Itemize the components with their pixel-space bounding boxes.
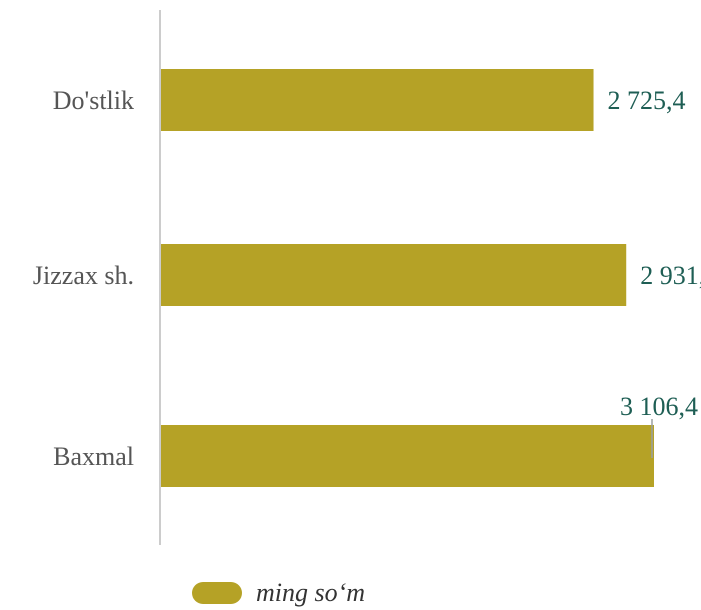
bar (161, 425, 654, 487)
category-label: Baxmal (53, 442, 134, 471)
legend-label: ming so‘m (256, 578, 366, 607)
data-label: 2 931,4 (640, 261, 701, 290)
category-label: Jizzax sh. (33, 261, 134, 290)
data-label: 2 725,4 (608, 86, 686, 115)
plot-area: Do'stlik 2 725,4 Jizzax sh. 2 931,4 Baxmal 3 … (33, 10, 701, 545)
bar (161, 69, 594, 131)
bar-chart: Do'stlik 2 725,4 Jizzax sh. 2 931,4 Baxmal 3 … (33, 10, 701, 545)
data-label: 3 106,4 (620, 392, 698, 421)
bar (161, 244, 627, 306)
category-label: Do'stlik (53, 86, 134, 115)
legend-swatch (192, 582, 242, 604)
legend: ming so‘m (192, 576, 365, 610)
